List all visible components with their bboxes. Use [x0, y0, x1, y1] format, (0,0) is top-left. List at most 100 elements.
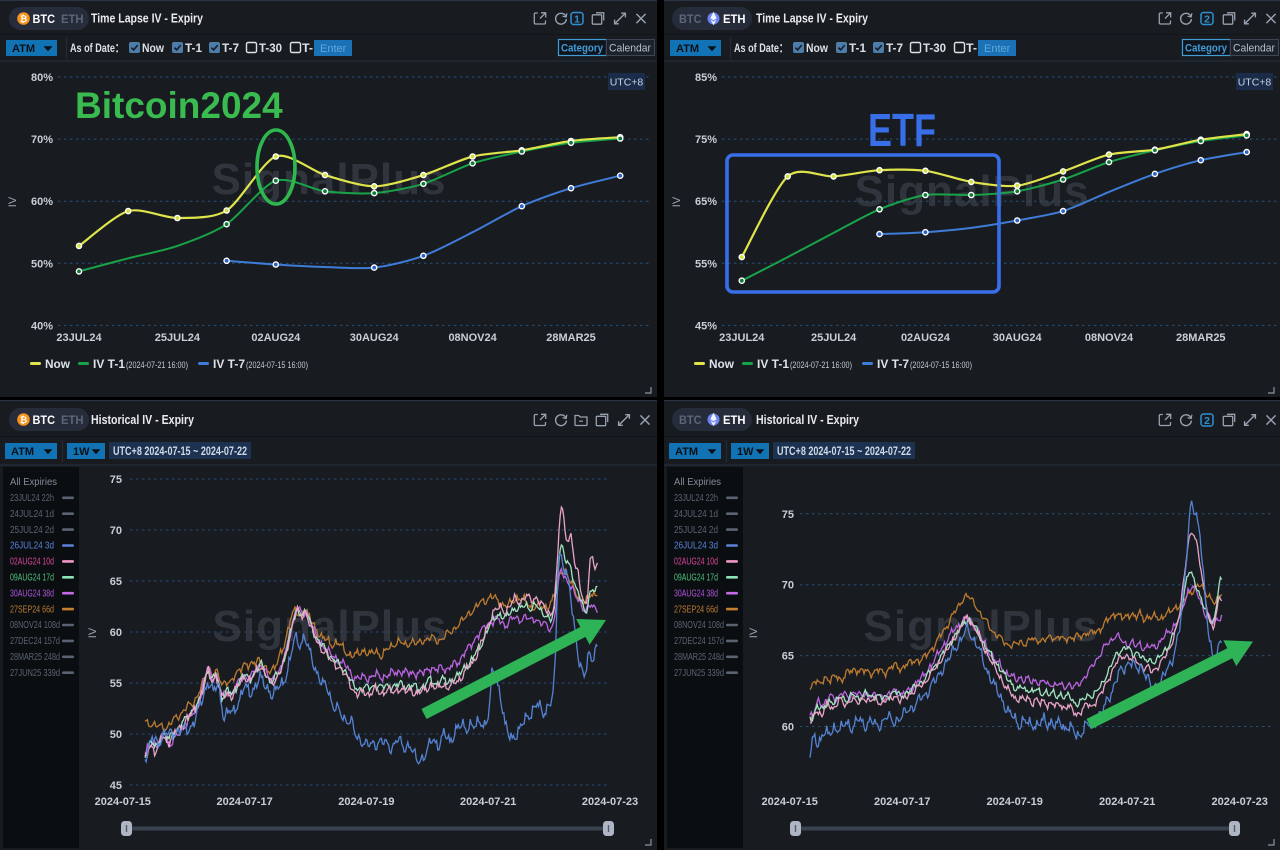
svg-text:₿: ₿: [20, 14, 27, 24]
svg-text:(2024-07-15 16:00): (2024-07-15 16:00): [910, 360, 972, 371]
svg-text:Now: Now: [806, 41, 829, 55]
svg-text:UTC+8: UTC+8: [1238, 77, 1272, 89]
svg-text:Historical IV - Expiry: Historical IV - Expiry: [756, 412, 860, 427]
svg-text:08NOV24: 08NOV24: [448, 332, 497, 344]
svg-text:IV T-7: IV T-7: [877, 357, 909, 371]
svg-text:70: 70: [782, 580, 794, 592]
svg-text:28MAR25 248d: 28MAR25 248d: [10, 652, 60, 663]
svg-text:24JUL24 1d: 24JUL24 1d: [674, 509, 718, 520]
svg-text:UTC+8 2024-07-15 ~ 2024-07-22: UTC+8 2024-07-15 ~ 2024-07-22: [777, 446, 911, 458]
svg-text:60: 60: [782, 722, 794, 734]
svg-text:BTC: BTC: [679, 12, 702, 26]
svg-text:Calendar: Calendar: [1233, 43, 1275, 55]
svg-text:25JUL24: 25JUL24: [155, 332, 201, 344]
svg-text:30AUG24 38d: 30AUG24 38d: [674, 588, 718, 599]
svg-text:2024-07-15: 2024-07-15: [95, 796, 151, 808]
svg-text:2024-07-23: 2024-07-23: [582, 796, 638, 808]
svg-text:2024-07-17: 2024-07-17: [216, 796, 272, 808]
svg-text:Enter: Enter: [320, 43, 347, 55]
svg-text:27JUN25 339d: 27JUN25 339d: [674, 668, 724, 679]
svg-text:BTC: BTC: [33, 12, 56, 26]
svg-text:Now: Now: [142, 41, 165, 55]
svg-text:ETH: ETH: [61, 12, 84, 26]
svg-text:2: 2: [1204, 415, 1210, 427]
svg-text:27SEP24 66d: 27SEP24 66d: [10, 604, 54, 615]
svg-text:ETH: ETH: [61, 413, 84, 427]
svg-text:IV T-1: IV T-1: [93, 357, 125, 371]
svg-text:BTC: BTC: [33, 413, 56, 427]
svg-text:30AUG24: 30AUG24: [350, 332, 400, 344]
svg-text:23JUL24: 23JUL24: [56, 332, 102, 344]
svg-text:T-7: T-7: [222, 41, 239, 55]
svg-text:02AUG24: 02AUG24: [251, 332, 301, 344]
svg-text:Now: Now: [709, 357, 735, 371]
svg-text:SignalPlus: SignalPlus: [864, 602, 1099, 651]
svg-text:BTC: BTC: [679, 413, 702, 427]
svg-text:Time Lapse IV - Expiry: Time Lapse IV - Expiry: [91, 11, 204, 26]
svg-text:IV T-7: IV T-7: [213, 357, 245, 371]
svg-text:50: 50: [110, 729, 122, 741]
svg-text:75: 75: [110, 474, 122, 486]
svg-text:Calendar: Calendar: [609, 43, 651, 55]
svg-text:02AUG24: 02AUG24: [901, 332, 951, 344]
svg-text:23JUL24 22h: 23JUL24 22h: [674, 493, 718, 504]
svg-text:08NOV24 108d: 08NOV24 108d: [674, 620, 724, 631]
svg-text:ATM: ATM: [675, 446, 698, 458]
svg-text:23JUL24 22h: 23JUL24 22h: [10, 493, 54, 504]
svg-text:02AUG24 10d: 02AUG24 10d: [10, 557, 54, 568]
svg-text:T-30: T-30: [259, 41, 282, 55]
svg-text:02AUG24 10d: 02AUG24 10d: [674, 557, 718, 568]
svg-text:24JUL24 1d: 24JUL24 1d: [10, 509, 54, 520]
svg-text:25JUL24 2d: 25JUL24 2d: [10, 525, 54, 536]
svg-text:2024-07-21: 2024-07-21: [460, 796, 516, 808]
svg-text:2024-07-19: 2024-07-19: [338, 796, 394, 808]
svg-text:27DEC24 157d: 27DEC24 157d: [674, 636, 724, 647]
svg-text:(2024-07-21 16:00): (2024-07-21 16:00): [126, 360, 188, 371]
svg-text:UTC+8: UTC+8: [610, 77, 644, 89]
svg-text:IV: IV: [87, 627, 99, 638]
svg-text:26JUL24 3d: 26JUL24 3d: [674, 541, 718, 552]
svg-text:09AUG24 17d: 09AUG24 17d: [10, 573, 54, 584]
svg-text:09AUG24 17d: 09AUG24 17d: [674, 573, 718, 584]
svg-text:T-: T-: [302, 41, 313, 55]
svg-text:2024-07-21: 2024-07-21: [1099, 796, 1155, 808]
svg-text:65: 65: [110, 576, 122, 588]
svg-text:ETF: ETF: [868, 104, 936, 156]
svg-text:27DEC24 157d: 27DEC24 157d: [10, 636, 60, 647]
svg-text:Bitcoin2024: Bitcoin2024: [75, 85, 283, 126]
svg-text:30AUG24 38d: 30AUG24 38d: [10, 588, 54, 599]
svg-text:80%: 80%: [31, 72, 53, 84]
svg-text:1W: 1W: [737, 446, 754, 458]
svg-text:2024-07-23: 2024-07-23: [1212, 796, 1268, 808]
svg-text:T-1: T-1: [849, 41, 866, 55]
svg-text:IV: IV: [671, 196, 683, 207]
svg-text:All Expiries: All Expiries: [674, 477, 721, 488]
svg-text:ATM: ATM: [676, 43, 699, 55]
svg-text:65: 65: [782, 651, 794, 663]
svg-text:28MAR25: 28MAR25: [546, 332, 596, 344]
svg-text:ETH: ETH: [723, 12, 746, 26]
svg-text:All Expiries: All Expiries: [10, 477, 57, 488]
svg-text:65%: 65%: [695, 196, 717, 208]
svg-text:75%: 75%: [695, 134, 717, 146]
svg-text:55: 55: [110, 678, 122, 690]
svg-text:23JUL24: 23JUL24: [719, 332, 765, 344]
svg-text:2024-07-17: 2024-07-17: [874, 796, 930, 808]
svg-text:1: 1: [574, 13, 580, 25]
svg-text:25JUL24: 25JUL24: [811, 332, 857, 344]
svg-text:28MAR25 248d: 28MAR25 248d: [674, 652, 724, 663]
svg-text:60%: 60%: [31, 196, 53, 208]
svg-text:Historical IV - Expiry: Historical IV - Expiry: [91, 412, 195, 427]
svg-text:(2024-07-21 16:00): (2024-07-21 16:00): [790, 360, 852, 371]
svg-text:2: 2: [1204, 13, 1210, 25]
svg-text:₿: ₿: [20, 415, 27, 425]
svg-text:T-: T-: [966, 41, 977, 55]
svg-text:75: 75: [782, 509, 794, 521]
svg-text:Category: Category: [1185, 43, 1228, 55]
svg-text:As of Date：: As of Date：: [70, 41, 124, 55]
svg-text:Enter: Enter: [984, 43, 1011, 55]
svg-text:Category: Category: [561, 43, 604, 55]
svg-text:26JUL24 3d: 26JUL24 3d: [10, 541, 54, 552]
svg-text:IV: IV: [748, 627, 760, 638]
svg-text:70: 70: [110, 525, 122, 537]
